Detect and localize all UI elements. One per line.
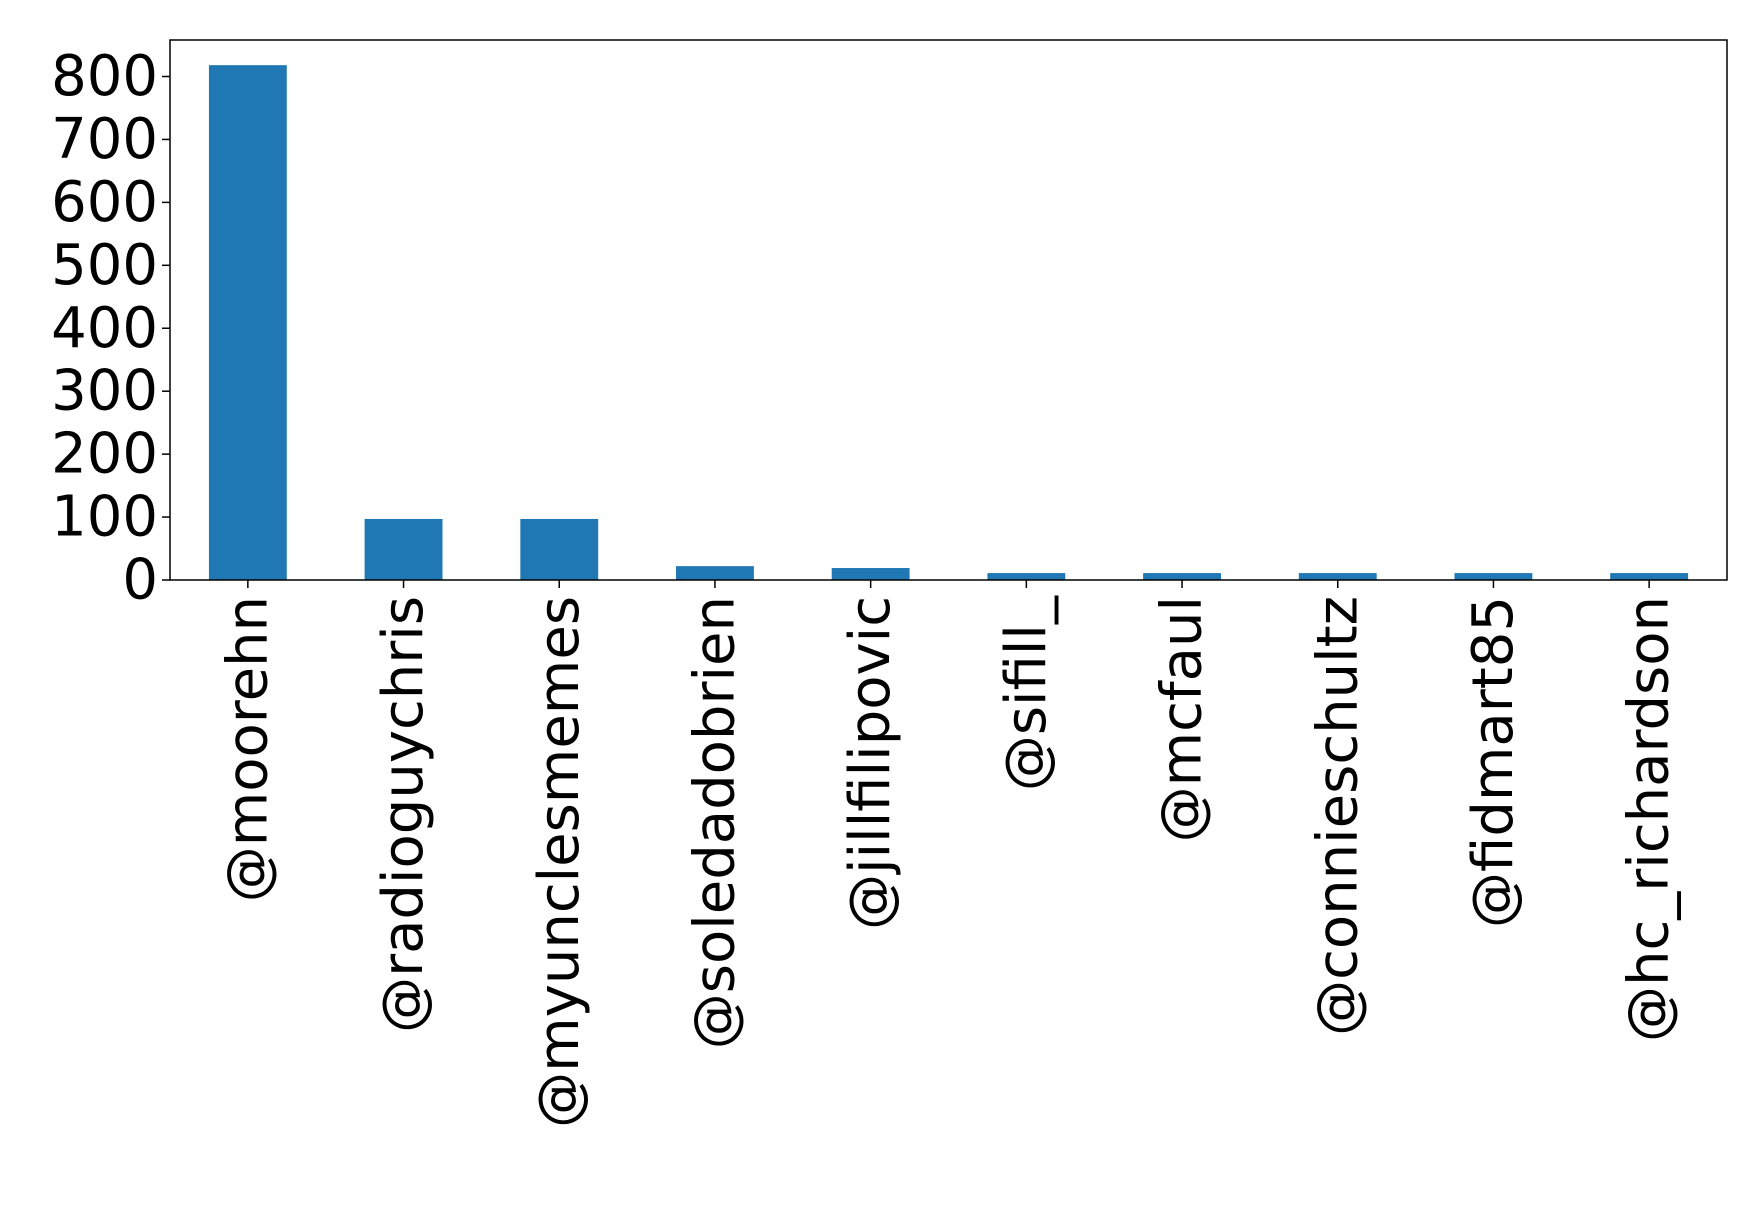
bar-soledadobrien — [676, 566, 754, 580]
y-tick-label: 600 — [51, 170, 158, 235]
bar-radioguychris — [364, 518, 443, 580]
y-tick-label: 800 — [51, 44, 158, 109]
x-tick-label: @sifill_ — [994, 595, 1059, 791]
y-tick-label: 100 — [51, 485, 158, 550]
y-tick-label: 400 — [51, 296, 158, 361]
x-tick-label: @fidmart85 — [1461, 596, 1526, 928]
x-tick-label: @jillfilipovic — [838, 596, 903, 930]
x-tick-label: @hc_richardson — [1617, 596, 1682, 1042]
bar-fidmart85 — [1454, 573, 1533, 580]
bar-moorehn — [208, 65, 287, 581]
bar-mcfaul — [1143, 573, 1221, 580]
x-tick-label: @soledadobrien — [682, 596, 747, 1049]
x-tick-label: @myunclesmemes — [527, 596, 592, 1128]
y-tick-label: 300 — [51, 359, 158, 424]
bar-hc-richardson — [1610, 573, 1689, 580]
y-tick-label: 700 — [51, 107, 158, 172]
x-tick-label: @connieschultz — [1305, 596, 1370, 1036]
plot-frame — [169, 39, 1728, 581]
y-tick-label: 500 — [51, 233, 158, 298]
axes-layer: @moorehn @radioguychris @myunclesmemes @sol… — [51, 44, 1682, 1128]
bar-myunclesmemes — [520, 518, 599, 580]
bar-jillfilipovic — [831, 568, 910, 580]
bar-sifill- — [987, 573, 1066, 580]
x-tick-label: @radioguychris — [371, 596, 436, 1033]
bars-layer — [208, 65, 1689, 581]
bar-connieschultz — [1298, 573, 1377, 580]
y-tick-label: 200 — [51, 422, 158, 487]
x-tick-label: @moorehn — [215, 596, 280, 902]
y-tick-label: 0 — [122, 548, 158, 613]
x-tick-label: @mcfaul — [1150, 596, 1215, 842]
